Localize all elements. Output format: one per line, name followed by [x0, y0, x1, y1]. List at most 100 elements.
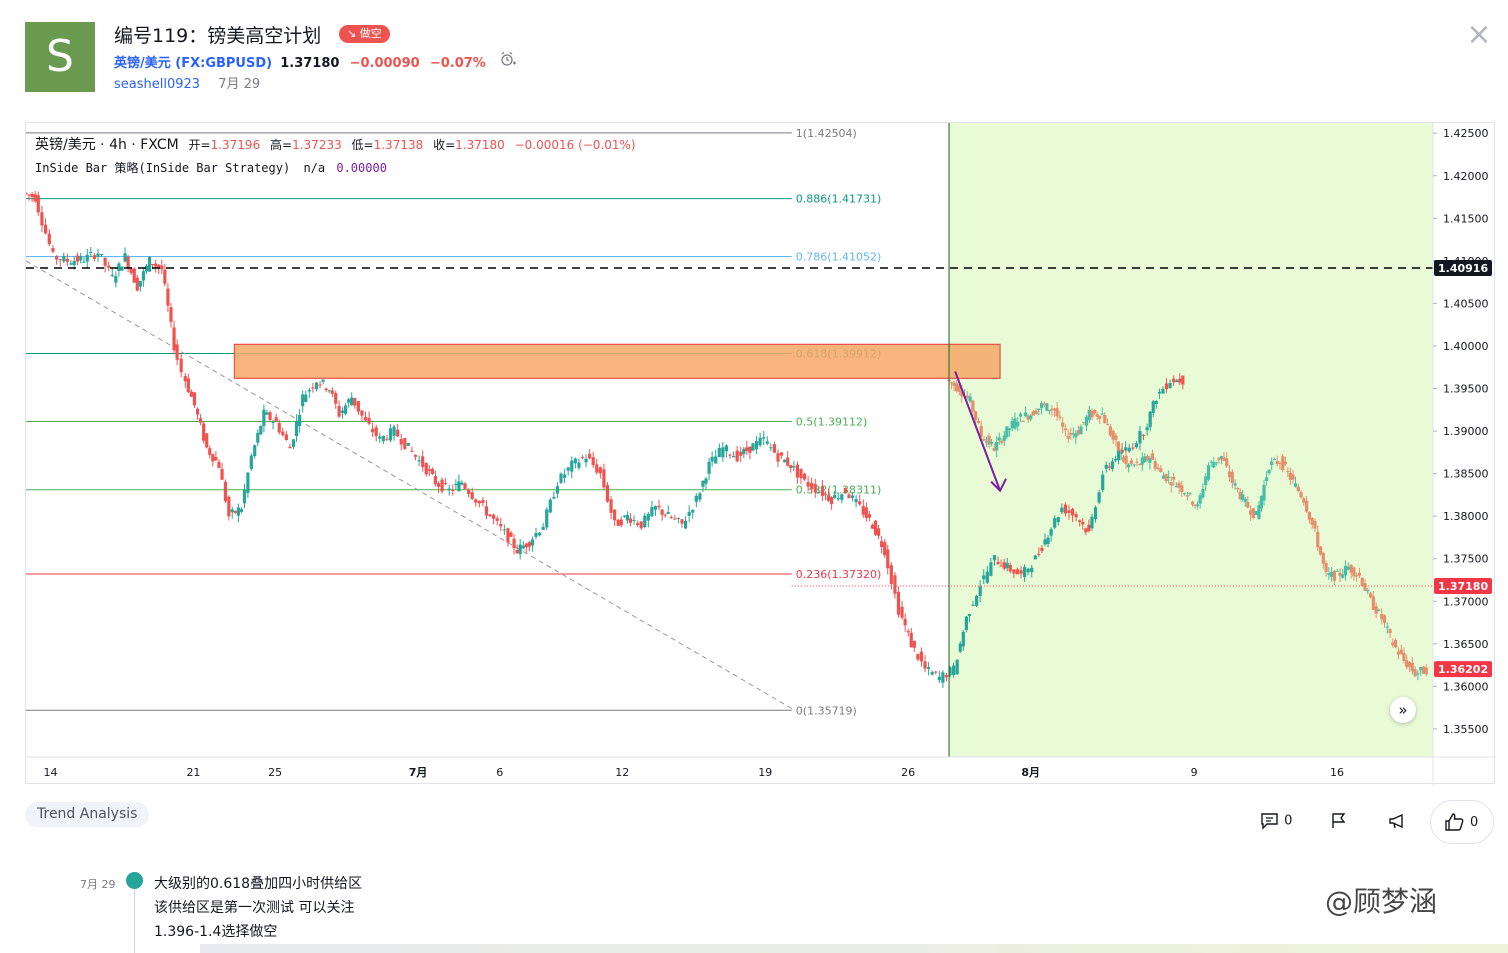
candle — [103, 257, 107, 273]
candle-body — [147, 256, 152, 272]
candle — [481, 497, 485, 507]
legend-symbol[interactable]: 英镑/美元 · 4h · FXCM — [35, 137, 179, 153]
candle-body — [1105, 424, 1110, 426]
candle-body — [242, 489, 247, 504]
candle-body — [58, 259, 62, 261]
like-button[interactable]: 0 — [1430, 800, 1494, 844]
author-name[interactable]: seashell0923 — [114, 77, 201, 92]
candle — [192, 392, 197, 409]
candle — [527, 540, 531, 551]
forecast-candle — [1327, 566, 1331, 580]
candle-body — [274, 417, 278, 422]
price-axis-label: 1.38500 — [1443, 468, 1489, 481]
alarm-clock-plus-icon[interactable] — [500, 51, 516, 71]
candle-body — [1015, 569, 1020, 575]
candle-body — [1217, 457, 1221, 461]
forecast-candle — [1159, 465, 1163, 473]
close-icon[interactable]: × — [1466, 17, 1492, 52]
candle — [274, 413, 278, 422]
candle-body — [353, 398, 357, 406]
candle — [371, 422, 375, 437]
candle-body — [563, 474, 567, 478]
candle — [512, 534, 516, 555]
candle-body — [776, 453, 780, 462]
candle-body — [1324, 562, 1328, 572]
forecast-candle — [1129, 458, 1133, 467]
forecast-candle — [1307, 511, 1312, 524]
candle-body — [1145, 427, 1149, 431]
candle-body — [1101, 474, 1105, 491]
candle-body — [1037, 553, 1041, 555]
forecast-candle — [1195, 501, 1200, 510]
candle-body — [1286, 470, 1290, 472]
candle-body — [1233, 483, 1237, 486]
forecast-candle — [1007, 427, 1012, 437]
candle-body — [1227, 471, 1232, 477]
forecast-candle — [1283, 456, 1287, 466]
candle — [704, 476, 708, 490]
candle-body — [955, 383, 959, 392]
fib-label-0-236: 0.236(1.37320) — [796, 568, 882, 581]
candle-body — [1012, 569, 1016, 574]
candle-body — [995, 441, 999, 451]
candle — [424, 462, 428, 477]
flag-button[interactable] — [1330, 812, 1348, 834]
candle-body — [120, 266, 124, 271]
candle-body — [799, 468, 803, 479]
candle-body — [217, 461, 221, 468]
candle-body — [680, 519, 684, 524]
forecast-candle — [1286, 467, 1290, 478]
candle-body — [350, 397, 354, 406]
candle — [810, 477, 814, 494]
chart-container[interactable]: 1(1.42504) 0.886(1.41731) 0.786(1.41052) 0.… — [25, 122, 1496, 785]
candle-body — [742, 448, 746, 455]
candle-body — [474, 499, 478, 503]
candle-body — [530, 539, 535, 546]
fib-label-1: 1(1.42504) — [796, 127, 857, 140]
candle — [605, 482, 610, 503]
forecast-candle — [1034, 407, 1038, 415]
candle-body — [1098, 415, 1102, 419]
candle — [488, 514, 492, 518]
candle-body — [1110, 461, 1114, 470]
forecast-candle — [1005, 426, 1009, 440]
candle-body — [172, 327, 176, 351]
strategy-name[interactable]: InSide Bar 策略(InSide Bar Strategy) — [35, 161, 291, 175]
candle — [595, 458, 599, 475]
forecast-candle — [1270, 457, 1274, 471]
candle — [762, 430, 766, 446]
candle — [769, 443, 773, 452]
candle-body — [1043, 539, 1047, 545]
candle — [1060, 503, 1064, 515]
candle-body — [1061, 422, 1065, 427]
candle — [916, 653, 920, 662]
candle-body — [192, 392, 197, 406]
time-axis-label: 6 — [496, 766, 503, 779]
candle — [447, 484, 451, 496]
candle-body — [1396, 651, 1401, 655]
forecast-candle — [1042, 401, 1046, 408]
candle — [823, 491, 828, 501]
candle-body — [1281, 456, 1285, 471]
author-avatar[interactable]: S — [25, 22, 95, 92]
candle — [683, 516, 688, 530]
tag-trend-analysis[interactable]: Trend Analysis — [25, 802, 150, 827]
comments-button[interactable]: 0 — [1260, 812, 1292, 830]
candle-body — [195, 408, 200, 415]
symbol-link[interactable]: 英镑/美元 (FX:GBPUSD) — [114, 56, 273, 71]
candle — [728, 453, 732, 459]
candle-body — [447, 488, 451, 491]
candle — [919, 647, 924, 667]
candle-body — [214, 457, 218, 461]
candle — [388, 424, 393, 443]
candle-body — [1157, 391, 1161, 394]
price-chart[interactable]: 1(1.42504) 0.886(1.41731) 0.786(1.41052) 0.… — [26, 123, 1496, 785]
forecast-candle — [1416, 670, 1420, 681]
candle-body — [202, 423, 206, 441]
candle — [1157, 388, 1161, 399]
share-button[interactable] — [1388, 812, 1408, 834]
candle-body — [271, 421, 275, 423]
candle-body — [1008, 564, 1012, 572]
scroll-to-realtime-button[interactable]: » — [1390, 697, 1416, 723]
candle-body — [291, 439, 296, 447]
